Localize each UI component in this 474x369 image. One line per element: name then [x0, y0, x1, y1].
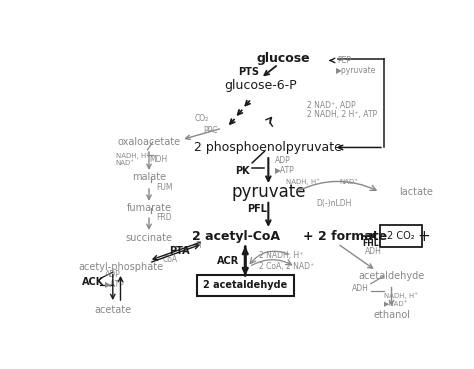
Text: + 2 formate: + 2 formate	[303, 230, 387, 242]
FancyBboxPatch shape	[197, 275, 294, 296]
Text: NADH, H⁺: NADH, H⁺	[116, 152, 150, 159]
Text: 2 acetaldehyde: 2 acetaldehyde	[203, 280, 287, 290]
Text: NADH, H⁺: NADH, H⁺	[384, 293, 418, 299]
Text: ADP: ADP	[274, 156, 290, 165]
Text: PK: PK	[236, 166, 250, 176]
Text: D(-)nLDH: D(-)nLDH	[316, 199, 352, 208]
Text: malate: malate	[132, 172, 166, 183]
Text: acetate: acetate	[94, 305, 131, 315]
Text: FRD: FRD	[157, 213, 173, 222]
FancyBboxPatch shape	[380, 225, 421, 247]
Text: CoA: CoA	[163, 255, 177, 263]
Text: 2 CO₂: 2 CO₂	[387, 231, 415, 241]
Text: CO₂: CO₂	[194, 114, 209, 123]
Text: acetyl-phosphate: acetyl-phosphate	[78, 262, 163, 272]
Text: acetaldehyde: acetaldehyde	[358, 271, 425, 281]
Text: MDH: MDH	[149, 155, 167, 163]
Text: ACK: ACK	[82, 277, 105, 287]
Text: ▶NAD⁺: ▶NAD⁺	[384, 300, 408, 307]
Text: glucose-6-P: glucose-6-P	[224, 79, 297, 92]
Text: 2 phosphoenolpyruvate: 2 phosphoenolpyruvate	[194, 141, 342, 154]
Text: NADH, H⁺: NADH, H⁺	[286, 179, 320, 186]
Text: FUM: FUM	[157, 183, 173, 192]
Text: ▶pyruvate: ▶pyruvate	[336, 66, 376, 75]
Text: fumarate: fumarate	[127, 203, 172, 213]
Text: 2 NADH, 2 H⁺, ATP: 2 NADH, 2 H⁺, ATP	[307, 110, 377, 119]
Text: 2 CoA, 2 NAD⁺: 2 CoA, 2 NAD⁺	[259, 262, 314, 271]
Text: Pi: Pi	[195, 241, 202, 250]
Text: succinate: succinate	[126, 232, 173, 242]
Text: glucose: glucose	[257, 52, 310, 65]
Text: NAD⁺: NAD⁺	[340, 179, 359, 185]
Text: ACR: ACR	[217, 256, 239, 266]
Text: PTA: PTA	[170, 246, 190, 256]
Text: pyruvate: pyruvate	[231, 183, 306, 201]
Text: ADH: ADH	[352, 284, 368, 293]
Text: +: +	[418, 228, 430, 244]
Text: 2 NADH, H⁺: 2 NADH, H⁺	[259, 251, 303, 260]
Text: ADP: ADP	[105, 270, 121, 279]
FancyBboxPatch shape	[428, 225, 463, 247]
Text: FHL: FHL	[363, 239, 379, 248]
Text: lactate: lactate	[399, 187, 433, 197]
Text: PEP: PEP	[337, 56, 352, 65]
Text: PFL: PFL	[247, 204, 267, 214]
Text: PTS: PTS	[238, 67, 260, 77]
Text: oxaloacetate: oxaloacetate	[118, 137, 181, 147]
Text: 2 acetyl-CoA: 2 acetyl-CoA	[192, 230, 280, 242]
Text: ethanol: ethanol	[373, 310, 410, 320]
Text: ADH: ADH	[365, 247, 382, 256]
Text: 2 NAD⁺, ADP: 2 NAD⁺, ADP	[307, 101, 356, 110]
Text: ▶ATP: ▶ATP	[105, 279, 125, 288]
Text: NAD⁺: NAD⁺	[116, 160, 135, 166]
Text: ▶ATP: ▶ATP	[274, 165, 294, 173]
Text: PPC: PPC	[203, 126, 218, 135]
